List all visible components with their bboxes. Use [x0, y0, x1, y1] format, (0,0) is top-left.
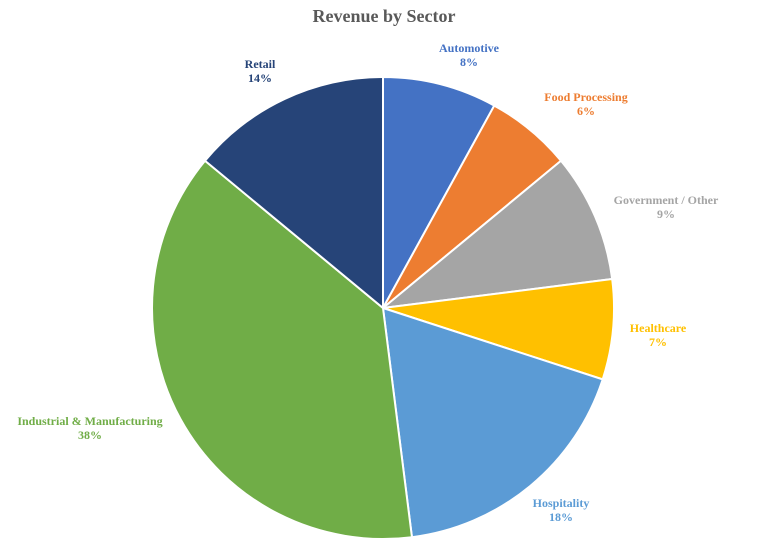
slice-label-percent: 14%	[248, 71, 272, 85]
slice-label-name: Industrial & Manufacturing	[17, 414, 162, 428]
slice-label-name: Food Processing	[544, 90, 627, 104]
slice-label-name: Healthcare	[630, 321, 687, 335]
slice-label-automotive: Automotive 8%	[439, 41, 500, 69]
pie-slice-hospitality	[381, 306, 604, 539]
pie-slice-retail	[203, 75, 384, 311]
slice-label-name: Government / Other	[614, 193, 719, 207]
pie-slice-healthcare	[382, 277, 615, 381]
slice-label-percent: 6%	[577, 104, 595, 118]
slice-label-percent: 38%	[78, 428, 102, 442]
slice-label-hospitality: Hospitality 18%	[533, 496, 590, 524]
slice-label-percent: 8%	[460, 55, 478, 69]
slice-label-percent: 18%	[549, 510, 573, 524]
slice-label-food-processing: Food Processing 6%	[544, 90, 627, 118]
slice-label-industrial-manufacturing: Industrial & Manufacturing 38%	[17, 414, 162, 442]
pie-slice-government-other	[379, 159, 614, 310]
slice-label-name: Automotive	[439, 41, 500, 55]
pie-slice-industrial-manufacturing	[151, 159, 414, 540]
slice-label-name: Hospitality	[533, 496, 590, 510]
slice-label-government-other: Government / Other 9%	[614, 193, 719, 221]
slice-label-percent: 9%	[657, 207, 675, 221]
pie-slice-automotive	[382, 75, 496, 309]
pie-labels: Automotive 8% Food Processing 6% Government …	[17, 41, 719, 524]
slice-label-name: Retail	[245, 57, 276, 71]
slice-label-percent: 7%	[649, 335, 667, 349]
pie-slices	[151, 75, 615, 540]
chart-title: Revenue by Sector	[313, 6, 456, 26]
slice-label-retail: Retail 14%	[245, 57, 276, 85]
slice-label-healthcare: Healthcare 7%	[630, 321, 687, 349]
